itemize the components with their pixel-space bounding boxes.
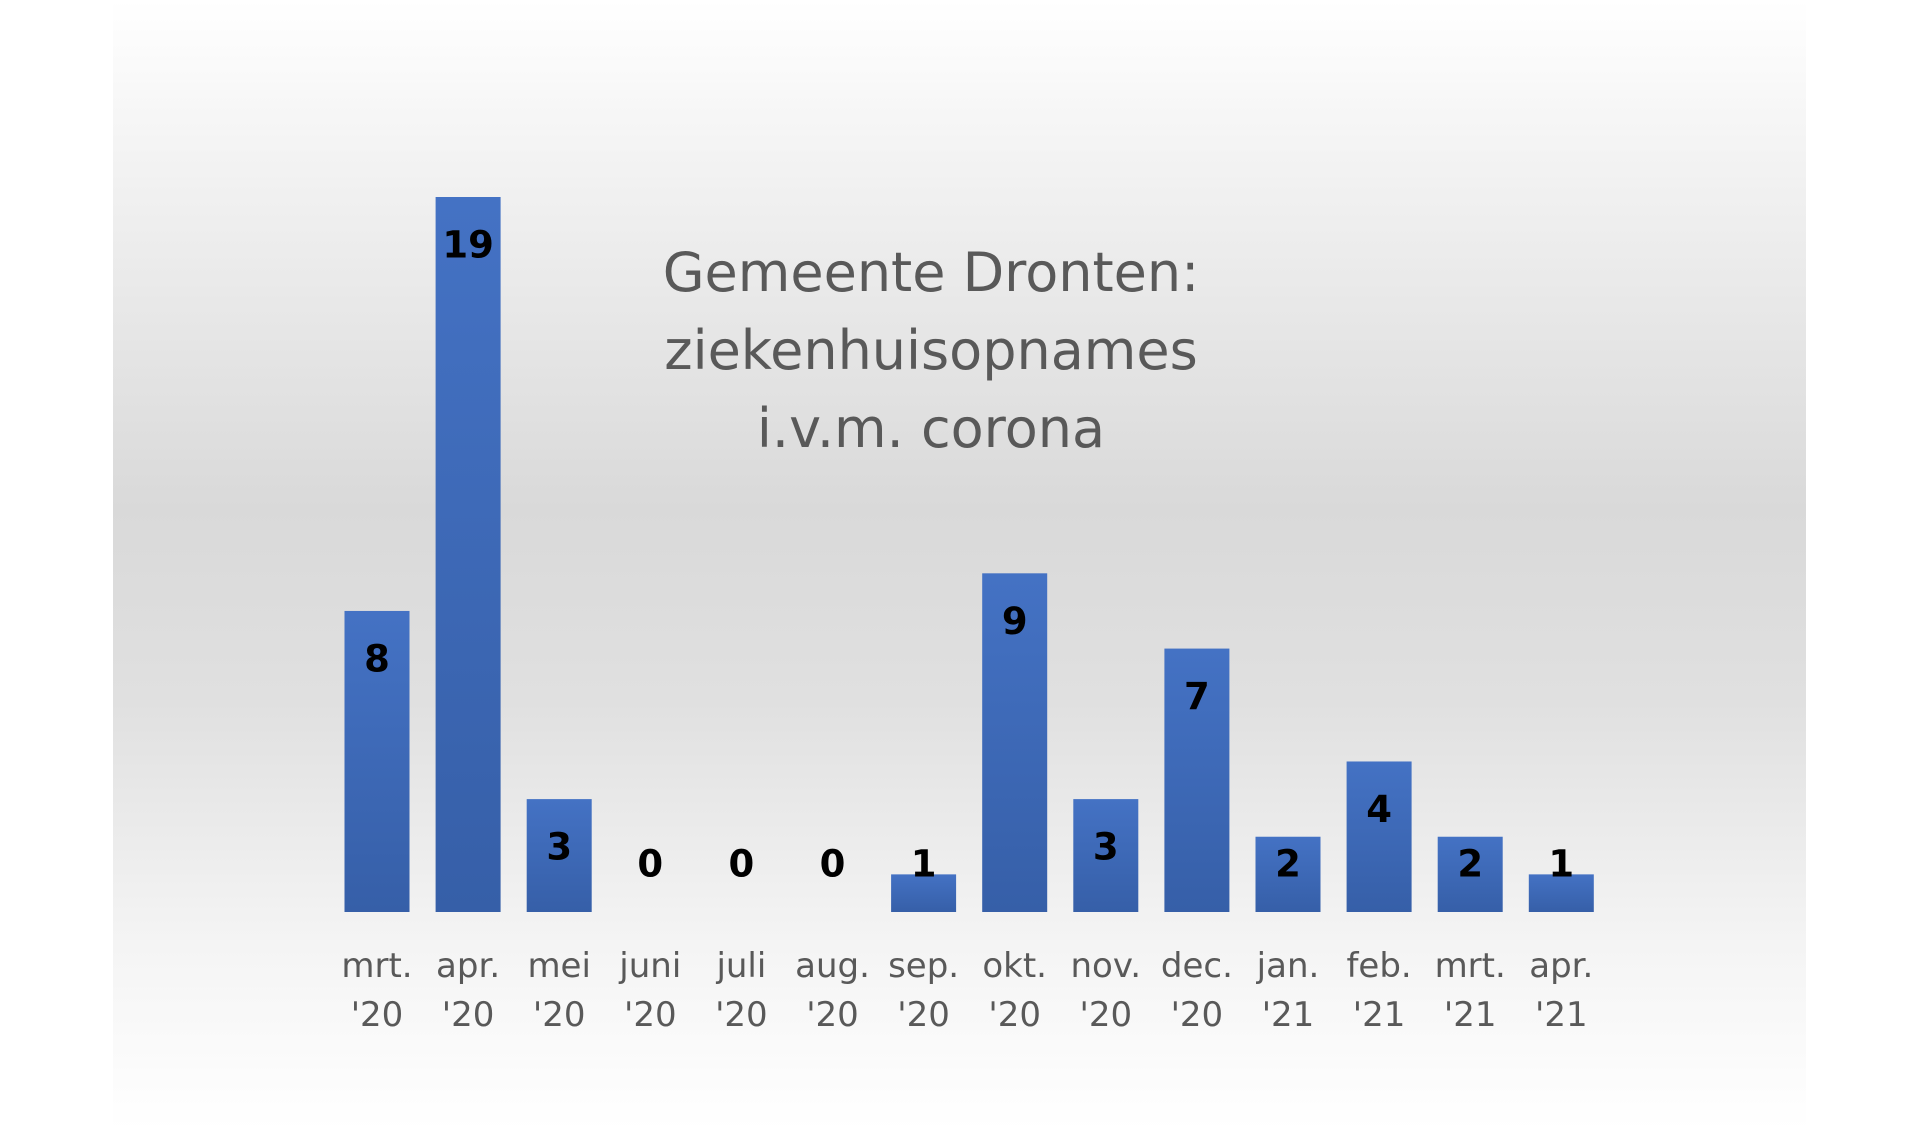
data-label: 19 (442, 224, 494, 267)
data-label: 1 (1548, 843, 1574, 886)
bar (526, 799, 592, 912)
x-tick-label: aug. '20 (795, 946, 870, 1035)
x-tick-label: juli '20 (715, 946, 768, 1035)
x-tick-label: nov. '20 (1070, 946, 1142, 1035)
data-label: 3 (1093, 826, 1119, 869)
data-label: 0 (820, 843, 846, 886)
data-label: 0 (637, 843, 663, 886)
bar (435, 197, 501, 912)
x-tick-label: sep. '20 (888, 946, 960, 1035)
x-tick-label: dec. '20 (1160, 946, 1233, 1035)
data-label: 3 (546, 826, 572, 869)
x-tick-label: mrt. '21 (1434, 946, 1506, 1035)
x-tick-label: okt. '20 (982, 946, 1047, 1035)
bar (1255, 836, 1321, 912)
x-tick-label: juni '20 (619, 946, 682, 1035)
data-label: 8 (364, 637, 390, 680)
data-label: 4 (1366, 788, 1392, 831)
data-label: 9 (1002, 600, 1028, 643)
bar (1528, 874, 1594, 912)
chart-title: Gemeente Dronten: ziekenhuisopnames i.v.… (662, 241, 1200, 460)
data-label: 2 (1275, 843, 1301, 886)
bar (1164, 648, 1230, 912)
bar (891, 874, 957, 912)
chart-background (113, 0, 1806, 1130)
x-tick-label: apr. '20 (436, 946, 501, 1035)
data-label: 2 (1457, 843, 1483, 886)
x-tick-label: mrt. '20 (341, 946, 413, 1035)
bar (982, 573, 1048, 912)
bar (1437, 836, 1503, 912)
x-tick-label: apr. '21 (1529, 946, 1594, 1035)
data-label: 1 (911, 843, 937, 886)
x-tick-label: jan. '21 (1256, 946, 1320, 1035)
bar (344, 610, 410, 912)
bar (1073, 799, 1139, 912)
x-tick-label: mei '20 (527, 946, 591, 1035)
data-label: 7 (1184, 675, 1210, 718)
x-tick-label: feb. '21 (1346, 946, 1412, 1035)
bar (1346, 761, 1412, 912)
data-label: 0 (729, 843, 755, 886)
